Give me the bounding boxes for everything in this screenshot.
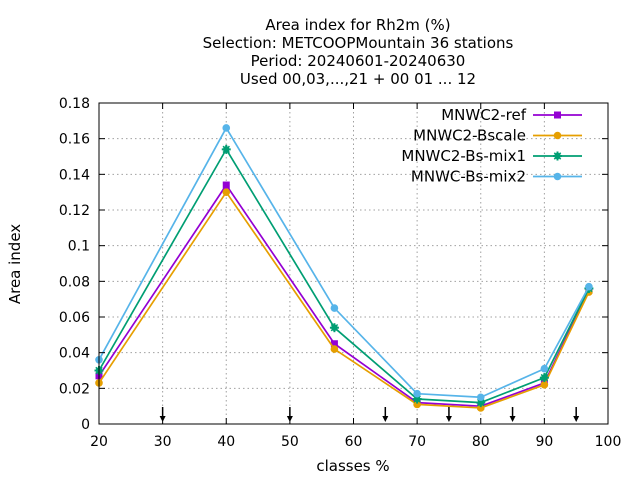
data-point <box>540 380 549 389</box>
x-tick-label: 20 <box>90 434 108 450</box>
x-tick-label: 50 <box>281 434 299 450</box>
data-point <box>329 323 339 333</box>
data-point <box>222 188 231 196</box>
legend-entry: MNWC2-Bscale <box>413 127 582 145</box>
series-3 <box>95 124 593 402</box>
class-arrow <box>445 407 452 422</box>
y-tick-label: 0.08 <box>59 274 90 290</box>
x-tick-labels: 20 30 40 50 60 70 80 90 100 <box>90 434 621 450</box>
series-line <box>98 148 590 404</box>
y-tick-label: 0.04 <box>59 346 90 362</box>
data-point <box>221 144 231 154</box>
legend-label: MNWC2-ref <box>441 106 526 124</box>
series-1 <box>95 188 593 412</box>
y-tick-label: 0.14 <box>59 167 90 183</box>
data-point <box>585 282 593 291</box>
data-point <box>413 389 421 398</box>
series-lines <box>94 124 594 412</box>
x-tick-label: 80 <box>472 434 490 450</box>
chart-title: Area index for Rh2m (%) Selection: METCO… <box>203 16 514 88</box>
data-point <box>330 304 339 312</box>
data-point <box>413 400 421 409</box>
class-arrow <box>382 407 389 422</box>
legend: MNWC2-ref MNWC2-Bscale MNWC2-Bs-mix1 MNWC-B… <box>401 106 582 186</box>
y-axis-label: Area index <box>6 224 24 304</box>
class-arrows <box>159 407 580 422</box>
x-tick-label: 90 <box>535 434 553 450</box>
y-tick-label: 0.18 <box>59 96 90 112</box>
data-point <box>539 373 549 383</box>
plot-frame <box>98 102 609 425</box>
series-0 <box>95 181 593 410</box>
title-line-1: Area index for Rh2m (%) <box>265 16 450 34</box>
data-point <box>540 364 549 373</box>
x-tick-label: 100 <box>595 434 622 450</box>
y-tick-label: 0.12 <box>59 203 90 219</box>
data-point <box>222 181 230 189</box>
title-line-4: Used 00,03,...,21 + 00 01 ... 12 <box>240 70 476 88</box>
data-point <box>222 124 231 132</box>
y-tick-labels: 0 0.02 0.04 0.06 0.08 0.1 0.12 0.14 0.16 0.18 <box>59 96 90 433</box>
data-point <box>476 393 485 402</box>
x-tick-label: 40 <box>217 434 235 450</box>
x-tick-label: 60 <box>345 434 363 450</box>
legend-label: MNWC-Bs-mix2 <box>411 168 526 186</box>
data-point <box>330 345 339 353</box>
x-tick-label: 30 <box>154 434 172 450</box>
y-tick-label: 0 <box>81 417 90 433</box>
title-line-2: Selection: METCOOPMountain 36 stations <box>203 34 514 52</box>
y-tick-label: 0.02 <box>59 381 90 397</box>
legend-entry: MNWC2-Bs-mix1 <box>401 147 582 165</box>
series-line <box>98 184 590 408</box>
data-point <box>476 398 486 408</box>
grid <box>99 103 608 424</box>
x-axis-label: classes % <box>316 457 389 475</box>
legend-marker <box>553 151 562 161</box>
legend-entry: MNWC-Bs-mix2 <box>411 168 582 186</box>
data-point <box>330 340 338 348</box>
axis-ticks <box>98 102 609 425</box>
legend-entry: MNWC2-ref <box>441 106 582 124</box>
y-tick-label: 0.16 <box>59 132 90 148</box>
class-arrow <box>573 407 580 422</box>
series-2 <box>94 144 594 408</box>
legend-marker <box>553 172 562 181</box>
y-tick-label: 0.06 <box>59 310 90 326</box>
y-tick-label: 0.1 <box>68 239 90 255</box>
class-arrow <box>509 407 516 422</box>
legend-marker <box>553 131 562 140</box>
legend-marker <box>554 111 561 119</box>
x-tick-label: 70 <box>408 434 426 450</box>
legend-label: MNWC2-Bs-mix1 <box>401 147 526 165</box>
data-point <box>476 404 485 412</box>
legend-label: MNWC2-Bscale <box>413 127 526 145</box>
title-line-3: Period: 20240601-20240630 <box>251 52 466 70</box>
